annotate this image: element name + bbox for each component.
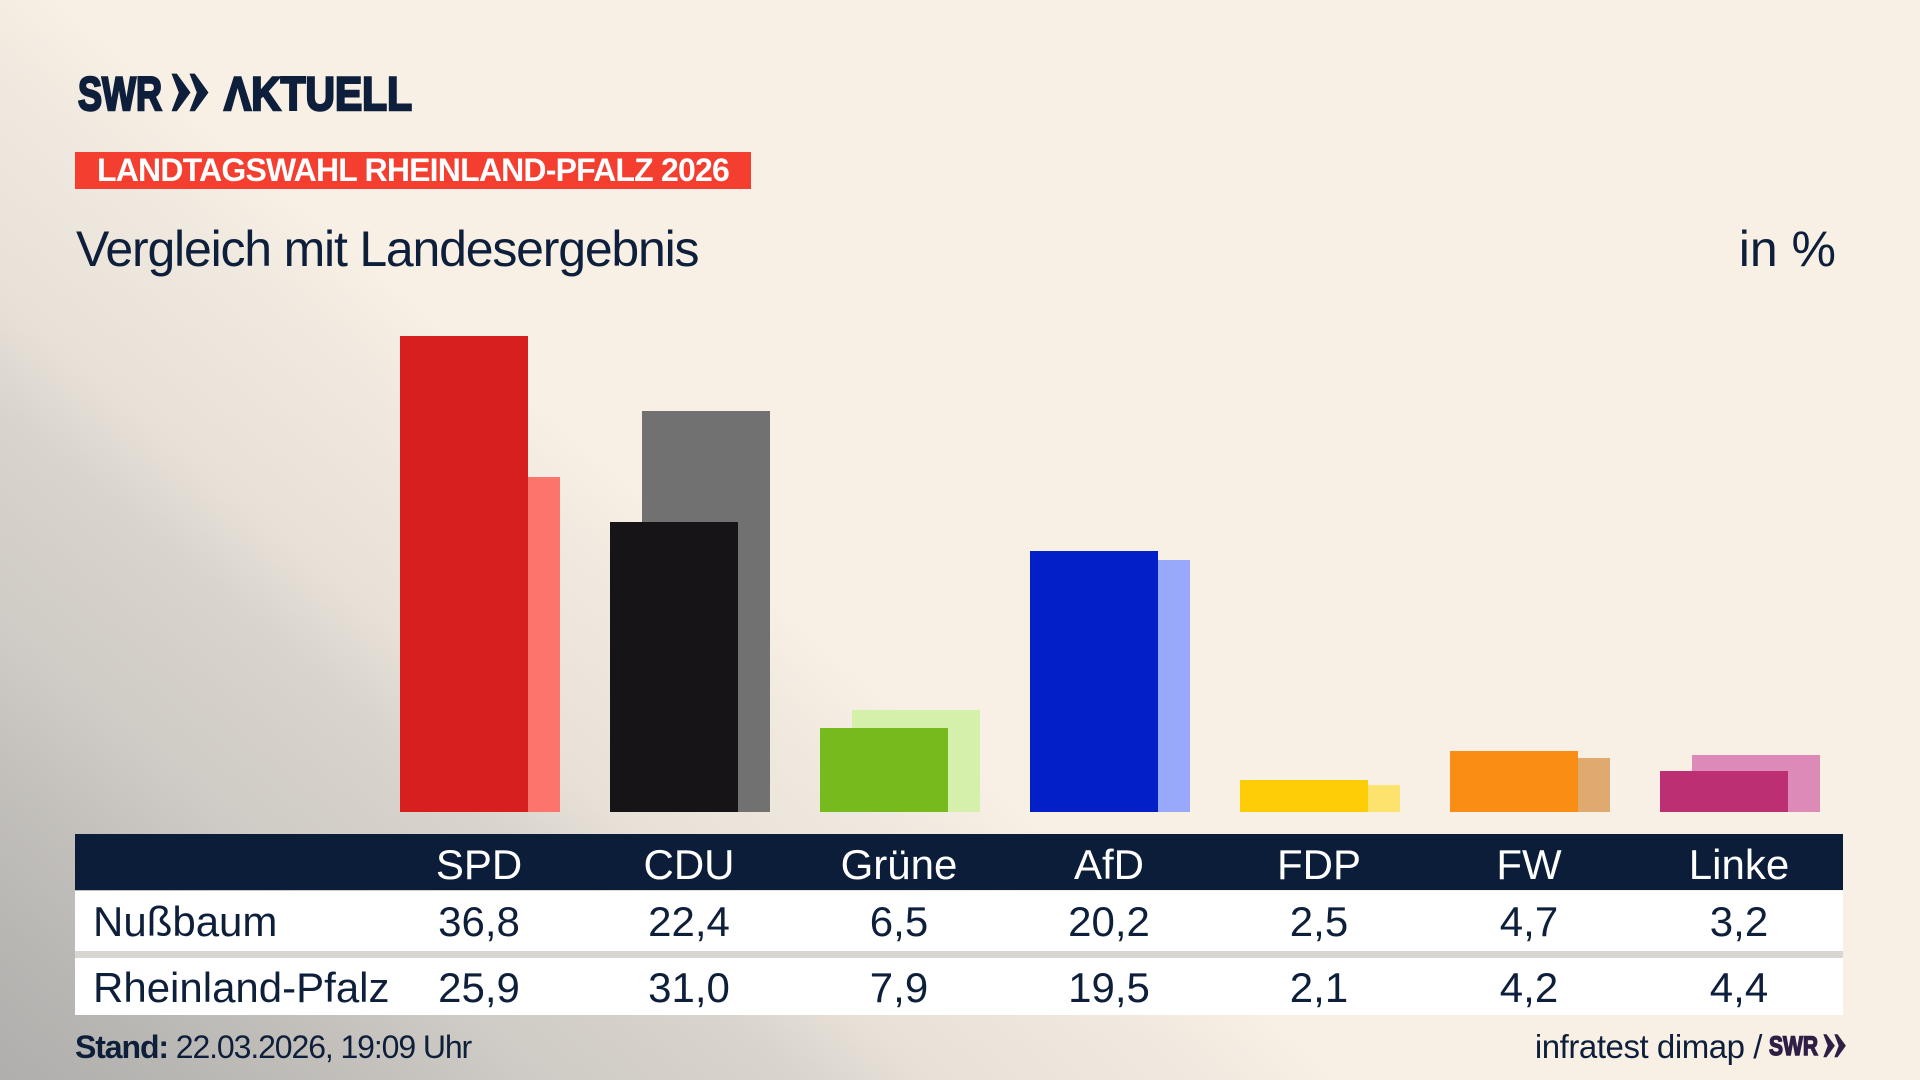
svg-text:SWR: SWR: [1769, 1034, 1818, 1061]
svg-text:SWR: SWR: [78, 70, 162, 116]
svg-text:ΛKTUELL: ΛKTUELL: [224, 70, 412, 116]
